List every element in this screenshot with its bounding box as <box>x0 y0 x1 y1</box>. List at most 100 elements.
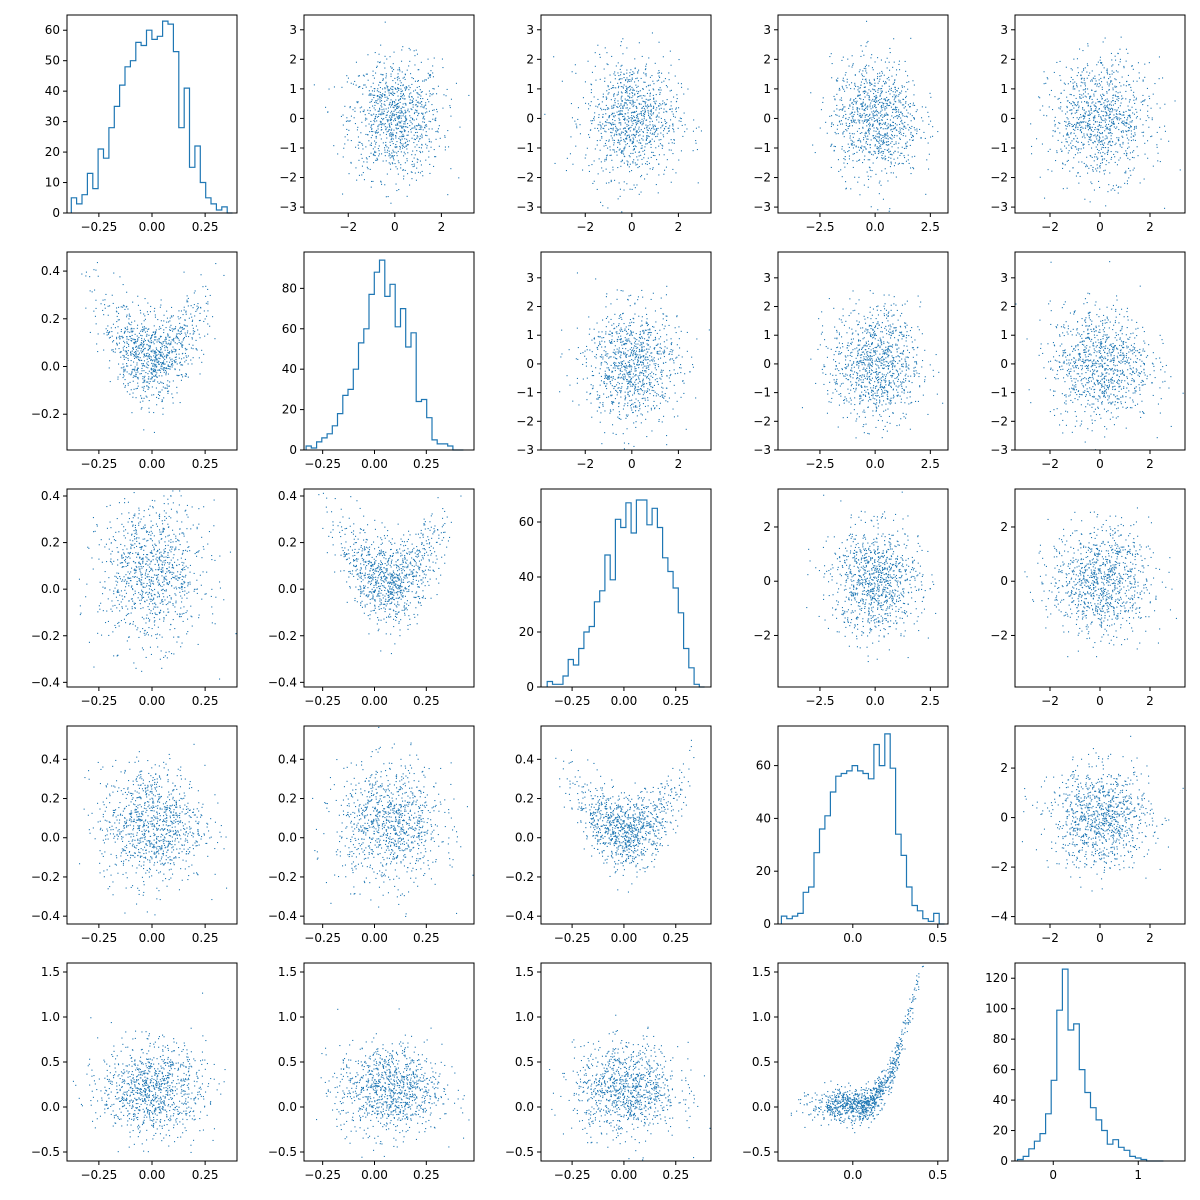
scatter-point <box>406 160 408 162</box>
scatter-point <box>1107 104 1109 106</box>
scatter-point <box>641 118 643 120</box>
scatter-point <box>646 107 648 109</box>
scatter-point <box>191 363 193 365</box>
scatter-point <box>1038 96 1040 98</box>
scatter-point <box>377 98 379 100</box>
scatter-point <box>1083 147 1085 149</box>
scatter-point <box>391 162 393 164</box>
scatter-point <box>1095 109 1097 111</box>
scatter-point <box>856 151 858 153</box>
scatter-point <box>632 141 634 143</box>
scatter-point <box>448 146 450 148</box>
scatter-point <box>394 117 396 119</box>
scatter-point <box>132 368 134 370</box>
scatter-point <box>157 393 159 395</box>
scatter-point <box>1090 165 1092 167</box>
scatter-point <box>371 130 373 132</box>
scatter-point <box>1151 135 1153 137</box>
scatter-point <box>417 80 419 82</box>
scatter-point <box>1069 93 1071 95</box>
scatter-point <box>617 93 619 95</box>
scatter-point <box>642 139 644 141</box>
y-tick-label: 0 <box>289 111 297 125</box>
scatter-point <box>642 115 644 117</box>
scatter-point <box>325 106 327 108</box>
scatter-point <box>136 354 138 356</box>
scatter-point <box>927 142 929 144</box>
scatter-point <box>868 79 870 81</box>
scatter-point <box>414 125 416 127</box>
scatter-point <box>880 75 882 77</box>
scatter-point <box>663 111 665 113</box>
scatter-point <box>433 57 435 59</box>
scatter-point <box>880 115 882 117</box>
scatter-point <box>647 135 649 137</box>
scatter-point <box>1122 122 1124 124</box>
scatter-point <box>130 330 132 332</box>
scatter-point <box>392 86 394 88</box>
scatter-point <box>836 114 838 116</box>
scatter-point <box>852 144 854 146</box>
scatter-point <box>152 360 154 362</box>
scatter-point <box>876 140 878 142</box>
scatter-point <box>906 115 908 117</box>
scatter-point <box>1103 94 1105 96</box>
scatter-point <box>431 128 433 130</box>
scatter-point <box>1100 71 1102 73</box>
scatter-point <box>167 373 169 375</box>
scatter-point <box>395 147 397 149</box>
scatter-point <box>156 358 158 360</box>
scatter-point <box>876 101 878 103</box>
scatter-point <box>382 112 384 114</box>
scatter-point <box>893 94 895 96</box>
scatter-point <box>1103 120 1105 122</box>
scatter-point <box>415 104 417 106</box>
scatter-point <box>1072 88 1074 90</box>
scatter-point <box>144 298 146 300</box>
scatter-point <box>608 88 610 90</box>
scatter-point <box>1100 110 1102 112</box>
scatter-point <box>1116 137 1118 139</box>
scatter-point <box>1110 135 1112 137</box>
scatter-point <box>842 132 844 134</box>
scatter-point <box>889 93 891 95</box>
scatter-point <box>1115 151 1117 153</box>
scatter-point <box>136 327 138 329</box>
scatter-point <box>887 141 889 143</box>
scatter-point <box>1058 122 1060 124</box>
scatter-point <box>1108 142 1110 144</box>
scatter-point <box>171 358 173 360</box>
scatter-point <box>1124 117 1126 119</box>
scatter-point <box>151 369 153 371</box>
scatter-point <box>620 74 622 76</box>
scatter-point <box>102 299 104 301</box>
scatter-point <box>1104 121 1106 123</box>
scatter-point <box>866 119 868 121</box>
scatter-point <box>590 89 592 91</box>
scatter-point <box>163 362 165 364</box>
scatter-point <box>181 374 183 376</box>
scatter-point <box>894 126 896 128</box>
scatter-point <box>159 326 161 328</box>
scatter-point <box>379 62 381 64</box>
scatter-point <box>1105 164 1107 166</box>
scatter-point <box>1108 117 1110 119</box>
scatter-point <box>1065 121 1067 123</box>
scatter-point <box>597 106 599 108</box>
scatter-point <box>1111 156 1113 158</box>
scatter-point <box>629 90 631 92</box>
scatter-point <box>381 95 383 97</box>
scatter-point <box>1092 116 1094 118</box>
scatter-point <box>390 129 392 131</box>
scatter-point <box>140 359 142 361</box>
scatter-point <box>857 111 859 113</box>
scatter-point <box>1077 122 1079 124</box>
scatter-point <box>393 101 395 103</box>
scatter-point <box>643 118 645 120</box>
axes-frame <box>1014 14 1186 214</box>
scatter-point <box>124 332 126 334</box>
scatter-point <box>399 110 401 112</box>
scatter-point <box>337 153 339 155</box>
scatter-point <box>398 106 400 108</box>
scatter-point <box>1111 122 1113 124</box>
